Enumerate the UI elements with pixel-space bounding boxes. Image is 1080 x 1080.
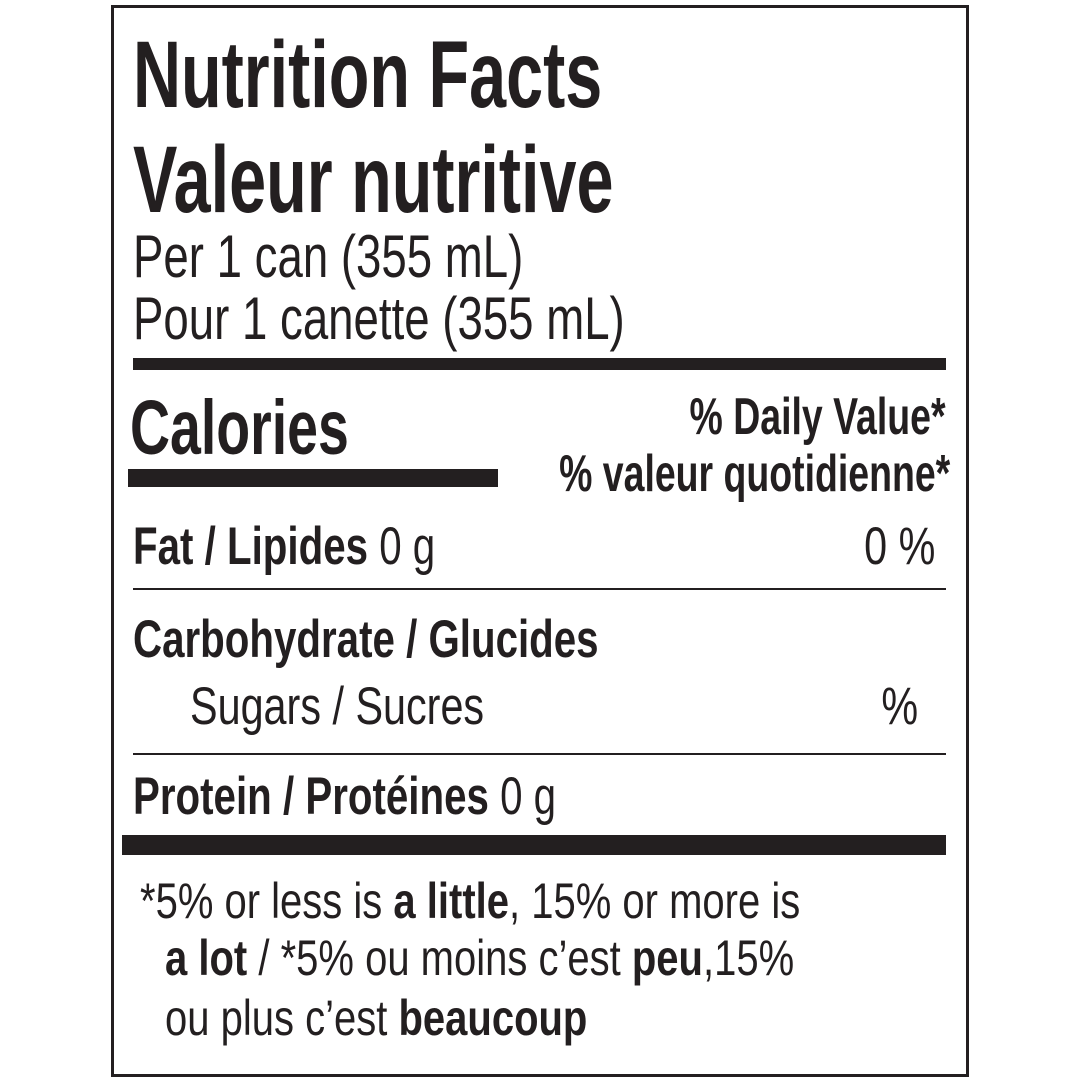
footnote-line-1: *5% or less is a little, 15% or more is xyxy=(140,876,800,926)
footnote-text: / *5% ou moins c’est xyxy=(247,930,632,986)
footnote-emphasis: peu xyxy=(631,930,703,986)
fat-daily-value: 0 % xyxy=(863,517,935,576)
footnote-emphasis: beaucoup xyxy=(398,990,588,1046)
fat-row: Fat / Lipides 0 g xyxy=(133,520,435,573)
footnote-line-3: ou plus c’est beaucoup xyxy=(165,993,587,1043)
calories-label: Calories xyxy=(130,385,349,471)
sugars-label: Sugars / Sucres xyxy=(190,677,485,736)
title-french: Valeur nutritive xyxy=(133,127,614,233)
footnote-text: ,15% xyxy=(702,930,795,986)
protein-row: Protein / Protéines 0 g xyxy=(133,770,556,823)
protein-amount: 0 g xyxy=(500,767,557,826)
footnote-emphasis: a lot xyxy=(165,930,248,986)
divider xyxy=(133,588,946,590)
protein-label: Protein / Protéines xyxy=(133,767,489,826)
carbohydrate-label: Carbohydrate / Glucides xyxy=(133,610,599,669)
daily-value-header-french: % valeur quotidienne* xyxy=(558,445,950,503)
sugars-daily-value: % xyxy=(881,677,918,736)
footnote-text: , 15% or more is xyxy=(509,873,801,929)
thick-divider xyxy=(133,358,946,370)
thick-divider xyxy=(122,835,946,855)
fat-amount: 0 g xyxy=(379,517,436,576)
footnote-text: ou plus c’est xyxy=(165,990,399,1046)
title-english: Nutrition Facts xyxy=(133,22,603,128)
daily-value-header-english: % Daily Value* xyxy=(690,388,946,446)
divider xyxy=(133,753,946,755)
footnote-text: *5% or less is xyxy=(140,873,394,929)
footnote-emphasis: a little xyxy=(393,873,510,929)
footnote-line-2: a lot / *5% ou moins c’est peu,15% xyxy=(165,933,794,983)
serving-size-english: Per 1 can (355 mL) xyxy=(133,223,524,290)
serving-size-french: Pour 1 canette (355 mL) xyxy=(133,285,625,352)
fat-label: Fat / Lipides xyxy=(133,517,368,576)
nutrition-facts-panel xyxy=(111,5,969,1077)
calories-divider xyxy=(128,469,498,487)
